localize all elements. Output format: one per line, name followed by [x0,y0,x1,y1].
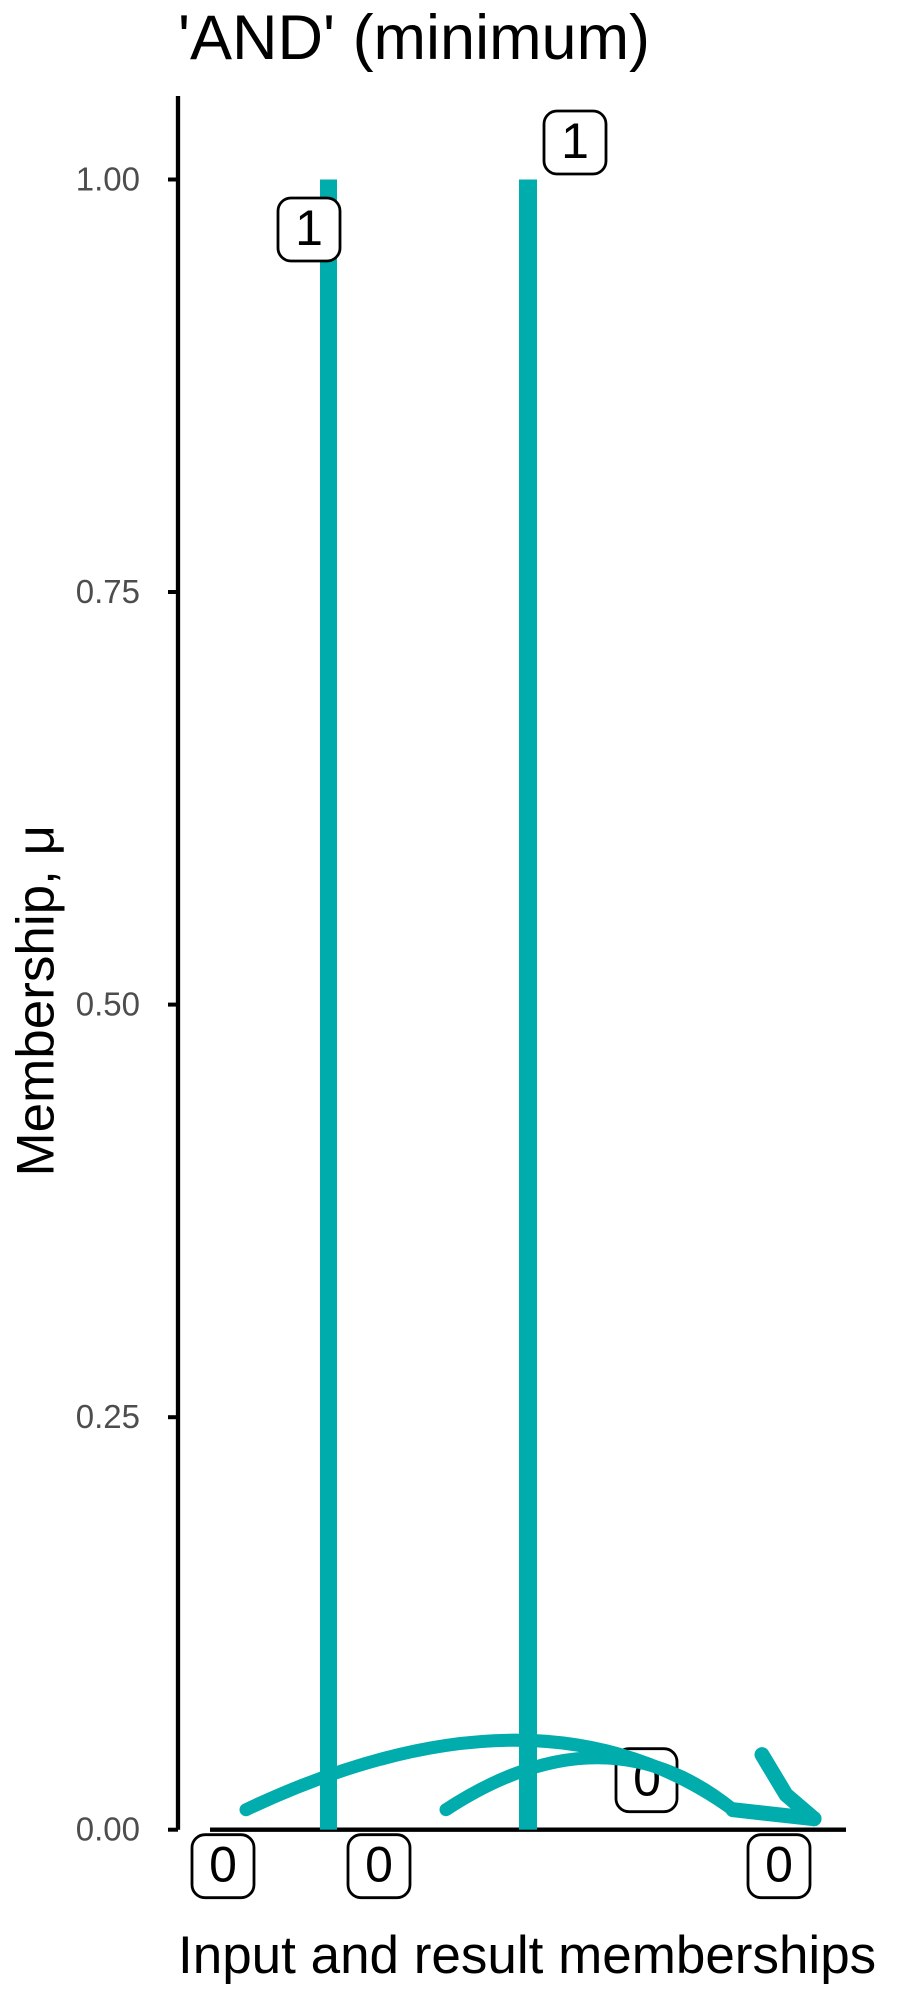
svg-text:0.75: 0.75 [76,573,140,610]
svg-text:1: 1 [295,200,323,256]
svg-text:0: 0 [365,1837,393,1893]
svg-text:1: 1 [561,113,589,169]
svg-text:0: 0 [765,1837,793,1893]
svg-text:0.50: 0.50 [76,986,140,1023]
svg-text:0: 0 [209,1837,237,1893]
svg-text:1.00: 1.00 [76,161,140,198]
svg-text:0.25: 0.25 [76,1398,140,1435]
svg-text:0.00: 0.00 [76,1811,140,1848]
svg-text:'AND' (minimum): 'AND' (minimum) [178,3,650,73]
